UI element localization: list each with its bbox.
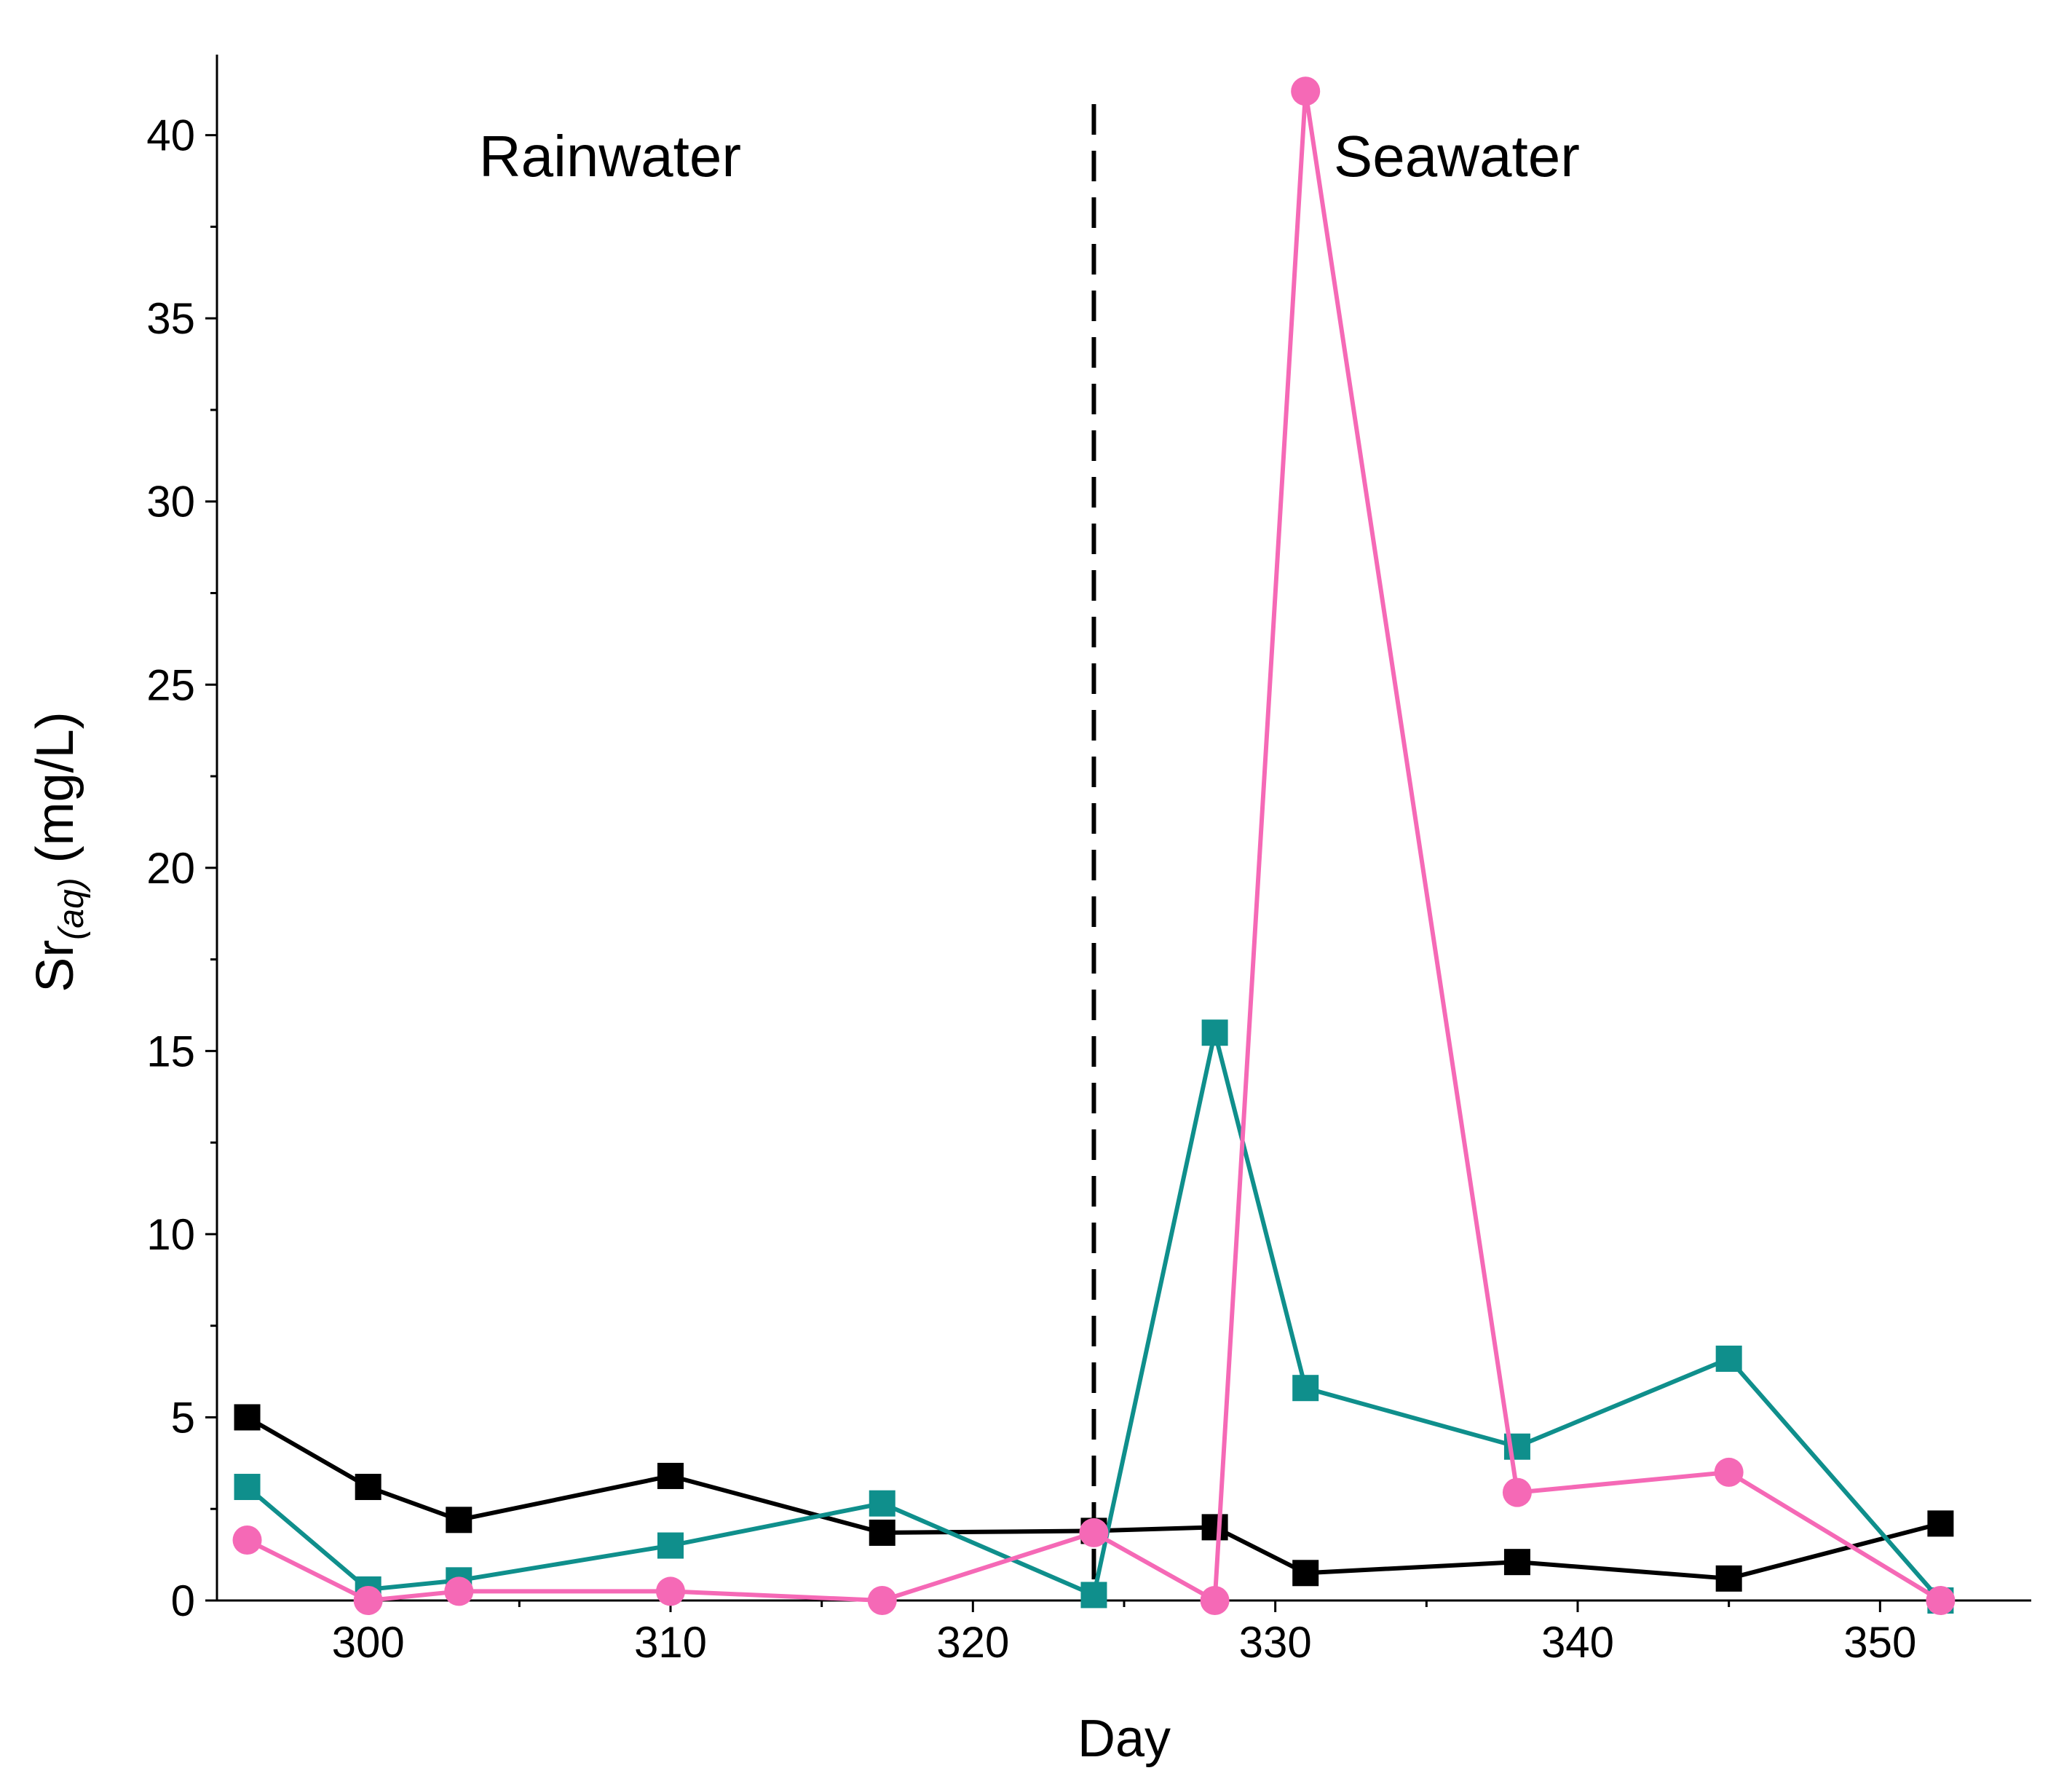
data-point-black xyxy=(869,1519,895,1546)
data-point-black xyxy=(1715,1565,1742,1592)
x-tick-label: 340 xyxy=(1541,1618,1614,1667)
series-layer xyxy=(232,76,1956,1615)
region-label-seawater: Seawater xyxy=(1334,124,1580,189)
data-point-pink xyxy=(656,1576,685,1606)
region-label-rainwater: Rainwater xyxy=(479,124,741,189)
y-axis-label-main: Sr xyxy=(26,940,84,992)
axes xyxy=(216,55,2031,1602)
data-point-pink xyxy=(1926,1586,1956,1615)
data-point-pink xyxy=(1200,1586,1230,1615)
data-point-pink xyxy=(1291,76,1321,106)
x-tick-label: 310 xyxy=(634,1618,707,1667)
data-point-black xyxy=(446,1507,473,1534)
y-tick-label: 10 xyxy=(146,1210,195,1259)
y-tick-label: 30 xyxy=(146,478,195,526)
y-tick-label: 15 xyxy=(146,1027,195,1075)
data-point-teal xyxy=(234,1474,261,1501)
y-tick-label: 5 xyxy=(171,1393,195,1442)
data-point-black xyxy=(1503,1549,1530,1576)
data-point-black xyxy=(1927,1510,1954,1537)
data-point-black xyxy=(355,1474,381,1501)
data-point-teal xyxy=(657,1532,684,1559)
data-point-black xyxy=(657,1462,684,1489)
data-point-pink xyxy=(1714,1457,1744,1487)
x-tick-label: 320 xyxy=(936,1618,1009,1667)
data-point-teal xyxy=(1292,1375,1319,1402)
y-tick-label: 20 xyxy=(146,844,195,893)
data-point-pink xyxy=(444,1576,474,1606)
ticks: 0 5 10 15 20 25 30 35 40 300 310 320 330 340 350 xyxy=(146,111,1916,1667)
series-pink xyxy=(232,76,1956,1615)
data-point-black xyxy=(1292,1560,1319,1587)
x-tick-label: 330 xyxy=(1239,1618,1312,1667)
x-tick-label: 300 xyxy=(332,1618,405,1667)
x-tick-label: 350 xyxy=(1843,1618,1916,1667)
y-tick-label: 0 xyxy=(171,1576,195,1625)
data-point-pink xyxy=(1079,1517,1109,1547)
data-point-teal xyxy=(1080,1582,1107,1609)
y-axis-label-subscript: (aq) xyxy=(52,877,91,939)
data-point-black xyxy=(234,1404,261,1431)
y-tick-label: 40 xyxy=(146,111,195,160)
data-point-teal xyxy=(1715,1345,1742,1372)
data-point-teal xyxy=(1201,1019,1228,1046)
y-tick-label: 25 xyxy=(146,660,195,709)
y-axis-label-units: (mg/L) xyxy=(26,711,84,877)
data-point-pink xyxy=(353,1586,383,1615)
x-axis-label: Day xyxy=(1078,1710,1171,1768)
data-point-black xyxy=(1201,1514,1228,1541)
y-tick-label: 35 xyxy=(146,294,195,343)
data-point-pink xyxy=(867,1586,897,1615)
y-axis-label: Sr(aq) (mg/L) xyxy=(26,711,91,992)
data-point-pink xyxy=(1502,1477,1532,1507)
data-point-teal xyxy=(869,1490,895,1517)
data-point-pink xyxy=(232,1525,262,1555)
